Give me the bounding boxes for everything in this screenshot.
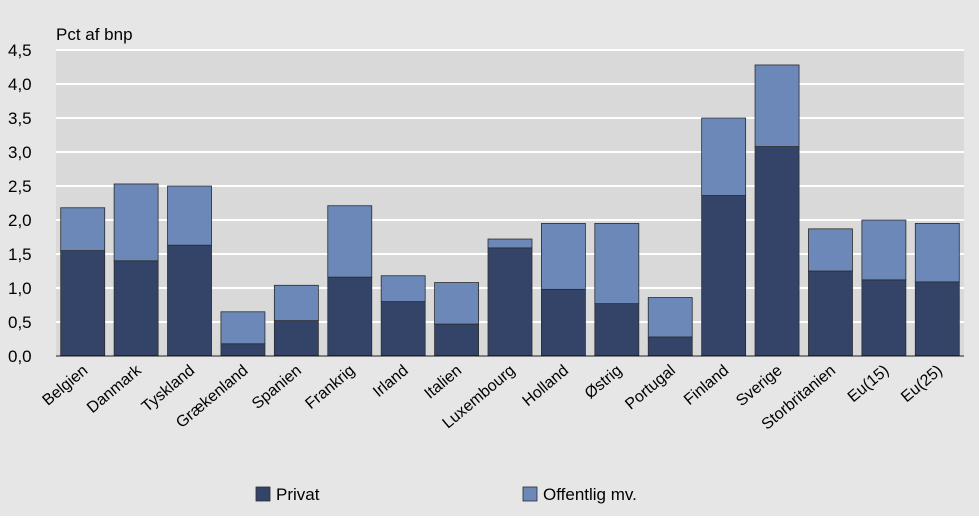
bar-offentlig-12 (701, 117, 747, 196)
y-tick-label: 4,0 (8, 75, 32, 94)
bar-offentlig-10 (594, 222, 640, 305)
bar-privat-7 (434, 323, 479, 357)
bar-privat-16 (914, 281, 960, 357)
x-tick-label: Eu(15) (845, 362, 893, 406)
bar-offentlig-4 (273, 284, 319, 322)
x-tick-label: Belgien (39, 362, 91, 409)
bar-privat-2 (167, 244, 212, 357)
y-tick-label: 0,0 (8, 347, 32, 366)
bar-offentlig-2 (167, 185, 212, 246)
bar-offentlig-5 (327, 205, 373, 278)
bar-privat-1 (113, 260, 159, 357)
x-tick-label: Danmark (84, 361, 145, 416)
legend: Privat Offentlig mv. (255, 485, 637, 504)
bar-offentlig-1 (113, 183, 159, 262)
bar-offentlig-0 (60, 207, 106, 251)
y-tick-label: 2,0 (8, 211, 32, 230)
plot-area: 0,0 0,5 1,0 1,5 2,0 2,5 3,0 3,5 4,0 4,5 BelgienDan… (8, 41, 964, 433)
legend-swatch (255, 486, 271, 502)
bar-offentlig-16 (914, 222, 960, 283)
legend-label: Offentlig mv. (543, 485, 637, 504)
bar-privat-14 (808, 270, 853, 357)
x-tick-label: Holland (519, 362, 571, 410)
x-tick-label: Sverige (733, 362, 786, 410)
x-tick-label: Eu(25) (898, 362, 946, 406)
bar-offentlig-6 (380, 275, 426, 303)
y-axis-label: Pct af bnp (56, 25, 133, 44)
x-tick-label: Portugal (622, 362, 679, 413)
bar-offentlig-11 (647, 297, 693, 338)
bar-offentlig-15 (861, 219, 907, 281)
bar-offentlig-8 (487, 238, 533, 249)
bar-privat-13 (754, 146, 800, 357)
y-tick-label: 1,0 (8, 279, 32, 298)
bar-offentlig-7 (434, 282, 479, 325)
y-tick-label: 2,5 (8, 177, 32, 196)
bar-offentlig-3 (220, 311, 266, 345)
bar-privat-5 (327, 276, 373, 357)
x-tick-label: Spanien (249, 362, 305, 413)
bar-privat-8 (487, 247, 533, 357)
bar-privat-11 (647, 336, 693, 357)
legend-label: Privat (276, 485, 320, 504)
bar-privat-3 (220, 343, 266, 357)
bar-privat-0 (60, 250, 106, 357)
bar-privat-12 (701, 195, 747, 357)
y-tick-label: 3,0 (8, 143, 32, 162)
bar-offentlig-14 (808, 228, 853, 272)
x-tick-label: Italien (422, 362, 466, 402)
x-tick-label: Finland (681, 362, 732, 409)
bar-privat-4 (273, 320, 319, 357)
y-tick-label: 1,5 (8, 245, 32, 264)
x-tick-label: Frankrig (302, 362, 358, 413)
x-tick-label: Østrig (582, 362, 626, 402)
y-tick-label: 0,5 (8, 313, 32, 332)
bar-privat-6 (380, 301, 426, 357)
x-tick-label: Irland (370, 362, 412, 401)
y-tick-label: 3,5 (8, 109, 32, 128)
bar-privat-10 (594, 303, 640, 357)
y-tick-label: 4,5 (8, 41, 32, 60)
bar-privat-15 (861, 279, 907, 357)
legend-swatch (522, 486, 538, 502)
bar-offentlig-9 (541, 222, 586, 290)
bar-privat-9 (541, 288, 586, 357)
bar-offentlig-13 (754, 64, 800, 147)
